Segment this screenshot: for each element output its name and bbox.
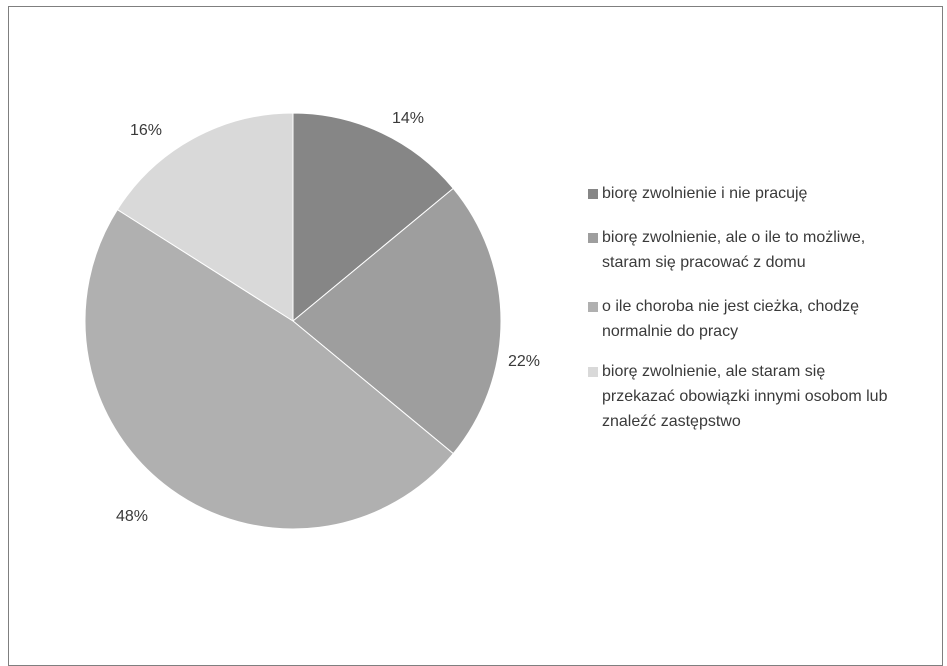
pie-data-label: 16% xyxy=(130,122,162,139)
pie-data-label: 48% xyxy=(116,508,148,525)
chart-legend: biorę zwolnienie i nie pracuję biorę zwo… xyxy=(588,181,908,453)
legend-label: o ile choroba nie jest cieżka, chodzę no… xyxy=(602,298,860,340)
legend-label: biorę zwolnienie, ale staram się przekaz… xyxy=(602,363,888,430)
legend-swatch xyxy=(588,302,598,312)
pie-data-label: 22% xyxy=(508,353,540,370)
legend-item: biorę zwolnienie, ale staram się przekaz… xyxy=(588,359,908,434)
pie-chart: 14% 22% 48% 16% xyxy=(84,110,540,530)
legend-swatch xyxy=(588,233,598,243)
legend-item: biorę zwolnienie i nie pracuję xyxy=(588,181,908,206)
pie-slice xyxy=(84,208,454,530)
pie-slices xyxy=(84,112,502,530)
pie-slice xyxy=(292,187,502,455)
legend-swatch xyxy=(588,189,598,199)
legend-item: biorę zwolnienie, ale o ile to możliwe, … xyxy=(588,225,908,275)
pie-slice xyxy=(292,112,454,323)
legend-swatch xyxy=(588,367,598,377)
pie-slice xyxy=(116,112,294,322)
legend-label: biorę zwolnienie, ale o ile to możliwe, … xyxy=(602,229,866,271)
legend-item: o ile choroba nie jest cieżka, chodzę no… xyxy=(588,294,908,344)
pie-data-labels: 14% 22% 48% 16% xyxy=(116,110,540,525)
pie-data-label: 14% xyxy=(392,110,424,127)
legend-label: biorę zwolnienie i nie pracuję xyxy=(602,185,808,202)
